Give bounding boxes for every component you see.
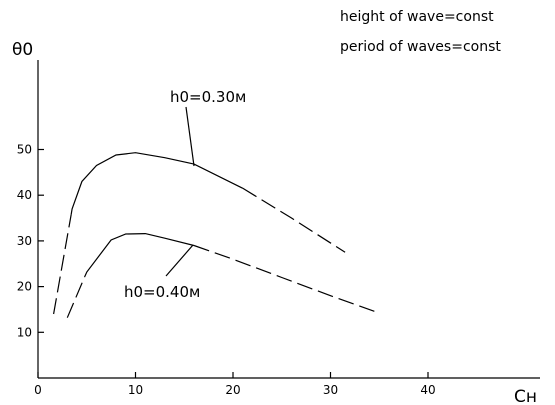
axes [37,60,540,379]
y-tick-label: 30 [17,234,32,248]
note-period: period of waves=const [340,39,501,55]
series-1-solid [70,152,244,215]
x-tick-label: 0 [34,383,42,397]
series-1-dashed-end [242,187,346,253]
y-ticks: 10 20 30 40 50 [17,143,44,339]
series-2-dashed-end [193,244,380,314]
series-2-leader [165,244,194,277]
x-axis-label: Cн [514,387,537,405]
y-tick-label: 10 [17,325,32,339]
note-height: height of wave=const [340,9,494,25]
series-1-leader [185,106,195,167]
series-2-dashed-start [66,276,86,318]
x-tick-label: 40 [420,383,435,397]
series-1-label: h0=0.30м [170,88,246,106]
series-2-label: h0=0.40м [124,283,200,301]
curves [53,152,380,318]
series-1-dashed-start [53,214,72,315]
x-tick-label: 30 [323,383,338,397]
y-tick-label: 40 [17,188,32,202]
x-ticks: 0 10 20 30 40 [34,372,436,397]
x-tick-label: 10 [128,383,143,397]
leaders [165,106,195,277]
x-tick-label: 20 [225,383,240,397]
y-axis-label: θ0 [12,40,33,60]
series-2-solid [84,232,195,277]
y-tick-label: 20 [17,280,32,294]
y-tick-label: 50 [17,143,32,157]
